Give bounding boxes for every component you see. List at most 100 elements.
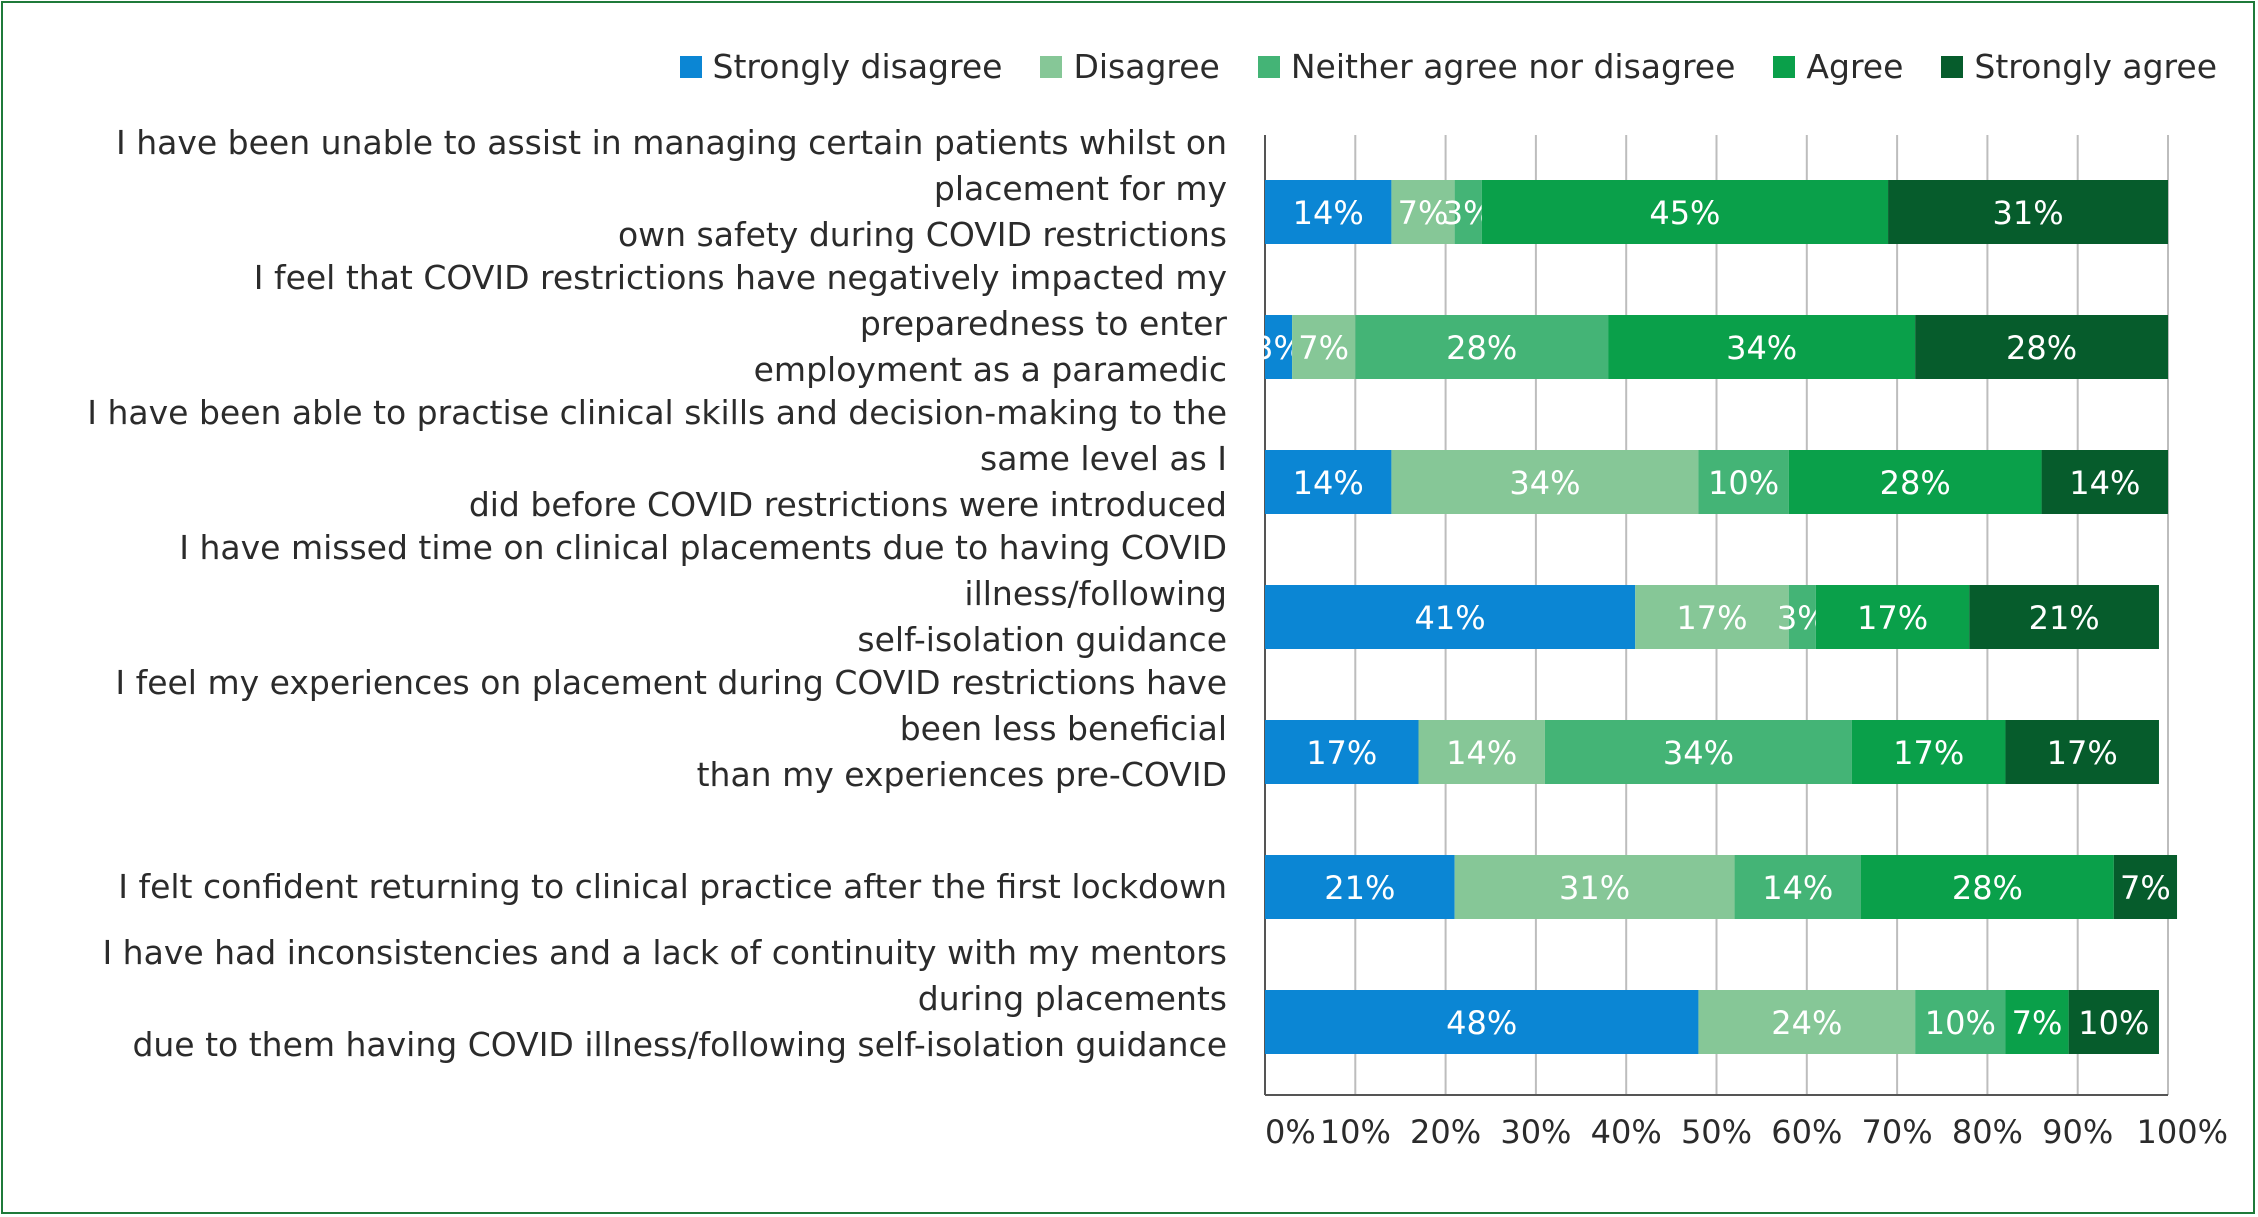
bar-segment	[1915, 315, 2168, 379]
legend-item: Disagree	[1040, 47, 1220, 86]
bar-segment	[1608, 315, 1916, 379]
bar-value-label: 21%	[2029, 599, 2100, 637]
bar-value-label: 17%	[1857, 599, 1928, 637]
bar-value-label: 24%	[1771, 1004, 1842, 1042]
x-tick-label: 90%	[2042, 1113, 2113, 1151]
bar-segment	[1454, 180, 1482, 244]
bar-value-label: 7%	[2012, 1004, 2063, 1042]
bar-segment	[1265, 990, 1699, 1054]
bar-value-label: 17%	[1306, 734, 1377, 772]
x-tick-label: 40%	[1591, 1113, 1662, 1151]
bar-value-label: 7%	[1298, 329, 1349, 367]
bar-value-label: 28%	[1880, 464, 1951, 502]
x-tick-label: 30%	[1500, 1113, 1571, 1151]
row-label: I have missed time on clinical placement…	[27, 528, 1227, 663]
x-tick-label: 10%	[1320, 1113, 1391, 1151]
bar-value-label: 28%	[1446, 329, 1517, 367]
bar-segment	[1391, 180, 1455, 244]
bar-value-label: 48%	[1446, 1004, 1517, 1042]
bar-segment	[1265, 315, 1293, 379]
bar-segment	[2005, 990, 2069, 1054]
bar-segment	[2113, 855, 2178, 919]
stacked-bar-chart: 0% 10% 20% 30% 40% 50% 60% 70% 80% 90% 100%14% 7%3%…	[1253, 135, 2228, 1151]
x-tick-label: 70%	[1862, 1113, 1933, 1151]
x-tick-label: 0%	[1265, 1113, 1316, 1151]
bar-value-label: 14%	[1293, 194, 1364, 232]
bar-value-label: 41%	[1415, 599, 1486, 637]
row-label-line: self-isolation guidance	[857, 620, 1227, 659]
bar-value-label: 31%	[1992, 194, 2063, 232]
bar-segment	[1292, 315, 1356, 379]
legend-label: Strongly disagree	[712, 47, 1003, 86]
bar-value-label: 10%	[1925, 1004, 1996, 1042]
bar-value-label: 28%	[1952, 869, 2023, 907]
bar-segment	[1815, 585, 1970, 649]
bar-value-label: 14%	[2069, 464, 2140, 502]
bar-value-label: 14%	[1446, 734, 1517, 772]
bar-segment	[1265, 720, 1419, 784]
legend: Strongly disagree Disagree Neither agree n…	[642, 47, 2217, 86]
row-label-line: I have been unable to assist in managing…	[116, 123, 1227, 208]
legend-item: Strongly agree	[1941, 47, 2217, 86]
bar-value-label: 7%	[2120, 869, 2171, 907]
bar-segment	[1915, 990, 2006, 1054]
legend-swatch	[1040, 55, 1063, 78]
bar-value-label: 10%	[1708, 464, 1779, 502]
bar-segment	[1851, 720, 2006, 784]
bar-value-label: 34%	[1726, 329, 1797, 367]
legend-label: Agree	[1806, 47, 1904, 86]
legend-swatch	[679, 55, 702, 78]
x-tick-label: 20%	[1410, 1113, 1481, 1151]
row-label-line: I feel my experiences on placement durin…	[115, 663, 1227, 748]
x-tick-label: 100%	[2137, 1113, 2228, 1151]
legend-swatch	[1257, 55, 1280, 78]
row-label-line: I have been able to practise clinical sk…	[87, 393, 1227, 478]
bar-value-label: 34%	[1663, 734, 1734, 772]
row-label-line: I have had inconsistencies and a lack of…	[102, 933, 1227, 1018]
bar-segment	[2005, 720, 2159, 784]
bar-segment	[1969, 585, 2159, 649]
legend-label: Disagree	[1073, 47, 1220, 86]
legend-label: Strongly agree	[1974, 47, 2217, 86]
bar-segment	[1788, 585, 1816, 649]
row-label-line: employment as a paramedic	[753, 350, 1227, 389]
bar-segment	[2068, 990, 2159, 1054]
row-label-line: than my experiences pre-COVID	[696, 755, 1227, 794]
bar-segment	[1265, 450, 1392, 514]
bar-segment	[2041, 450, 2168, 514]
bar-segment	[1698, 450, 1789, 514]
bar-segment	[1888, 180, 2168, 244]
row-label-line: I have missed time on clinical placement…	[179, 528, 1227, 613]
row-label-line: I feel that COVID restrictions have nega…	[253, 258, 1227, 343]
x-tick-label: 60%	[1771, 1113, 1842, 1151]
row-label: I have been able to practise clinical sk…	[27, 393, 1227, 528]
bar-segment	[1265, 855, 1455, 919]
bar-value-label: 21%	[1324, 869, 1395, 907]
row-label: I feel that COVID restrictions have nega…	[27, 258, 1227, 393]
row-label-line: due to them having COVID illness/followi…	[132, 1025, 1227, 1064]
bar-segment	[1391, 450, 1699, 514]
x-tick-label: 80%	[1952, 1113, 2023, 1151]
bar-segment	[1355, 315, 1609, 379]
bar-value-label: 45%	[1649, 194, 1720, 232]
bar-segment	[1418, 720, 1545, 784]
bar-segment	[1698, 990, 1916, 1054]
row-label: I felt confident returning to clinical p…	[27, 864, 1227, 910]
legend-item: Agree	[1773, 47, 1903, 86]
bar-value-label: 14%	[1293, 464, 1364, 502]
bar-segment	[1860, 855, 2114, 919]
x-tick-label: 50%	[1681, 1113, 1752, 1151]
legend-swatch	[1941, 55, 1964, 78]
legend-label: Neither agree nor disagree	[1290, 47, 1736, 86]
legend-item: Strongly disagree	[679, 47, 1003, 86]
bar-value-label: 17%	[1893, 734, 1964, 772]
row-label: I feel my experiences on placement durin…	[27, 663, 1227, 798]
row-label: I have been unable to assist in managing…	[27, 123, 1227, 258]
bar-value-label: 17%	[2047, 734, 2118, 772]
bar-segment	[1265, 585, 1636, 649]
bar-segment	[1481, 180, 1889, 244]
row-label-line: own safety during COVID restrictions	[617, 215, 1227, 254]
legend-swatch	[1773, 55, 1796, 78]
bar-segment	[1788, 450, 2042, 514]
